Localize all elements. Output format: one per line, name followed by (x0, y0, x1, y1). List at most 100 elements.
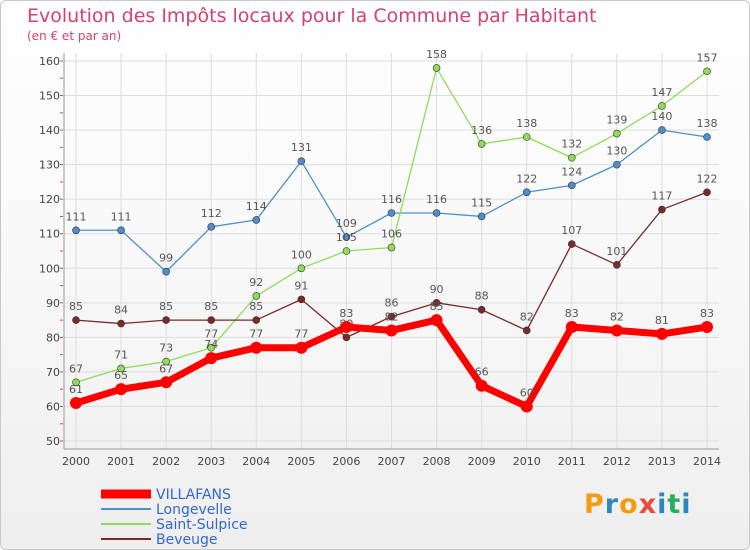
data-point (432, 209, 441, 217)
data-point (432, 299, 441, 307)
data-point (565, 321, 578, 333)
data-label: 83 (700, 307, 714, 320)
data-label: 157 (697, 51, 718, 64)
data-point (613, 129, 621, 138)
data-label: 77 (294, 328, 308, 341)
data-point (430, 314, 443, 327)
y-tick-label: 130 (39, 159, 60, 172)
data-label: 116 (426, 193, 447, 206)
data-point (703, 133, 711, 141)
data-point (295, 341, 308, 354)
data-point (117, 364, 125, 373)
legend-label: VILLAFANS (156, 487, 231, 503)
x-tick-label: 2011 (558, 455, 586, 468)
chart-title: Evolution des Impôts locaux pour la Comm… (27, 5, 597, 27)
data-label: 66 (475, 366, 489, 379)
x-tick-label: 2006 (332, 455, 360, 468)
data-label: 158 (426, 48, 447, 61)
data-point (117, 319, 125, 328)
data-point (658, 126, 666, 134)
data-label: 85 (69, 300, 83, 313)
data-label: 147 (651, 86, 672, 99)
data-point (342, 247, 351, 255)
data-label: 109 (336, 217, 357, 230)
y-tick-label: 150 (39, 90, 60, 103)
data-point (297, 264, 306, 273)
x-tick-label: 2001 (107, 455, 135, 468)
x-tick-label: 2008 (423, 455, 451, 468)
data-label: 107 (561, 224, 582, 237)
data-point (703, 67, 711, 76)
data-point (162, 267, 170, 276)
data-point (205, 352, 218, 365)
data-label: 67 (69, 362, 83, 375)
data-label: 99 (159, 252, 173, 265)
data-point (385, 324, 398, 337)
data-label: 77 (204, 328, 218, 341)
y-tick-label: 70 (46, 366, 60, 379)
data-label: 67 (159, 362, 173, 375)
data-point (342, 233, 351, 241)
y-tick-label: 110 (39, 228, 60, 241)
data-point (613, 261, 621, 269)
data-point (387, 243, 396, 252)
data-label: 85 (204, 300, 218, 313)
data-label: 86 (385, 297, 399, 310)
data-label: 85 (159, 300, 173, 313)
data-point (522, 188, 531, 197)
data-label: 105 (336, 231, 357, 244)
data-label: 84 (114, 304, 128, 317)
chart-subtitle: (en € et par an) (27, 29, 122, 43)
data-label: 116 (381, 193, 402, 206)
y-tick-label: 140 (39, 124, 60, 137)
data-point (252, 292, 261, 300)
data-point (250, 341, 263, 354)
data-label: 90 (430, 283, 444, 296)
data-label: 139 (606, 114, 627, 127)
data-point (207, 316, 216, 324)
data-point (252, 216, 261, 224)
data-label: 81 (655, 314, 669, 327)
data-point (477, 305, 486, 314)
series-saint-sulpice: 67 71 73 77 92 100 105 106 158 136 138 132 139 147 157 (69, 48, 718, 387)
x-tick-label: 2014 (693, 455, 721, 468)
x-tick-label: 2002 (152, 455, 180, 468)
data-label: 73 (159, 342, 173, 355)
data-label: 138 (516, 117, 537, 130)
data-point (477, 140, 486, 148)
data-point (703, 188, 711, 197)
y-tick-label: 160 (39, 55, 60, 68)
data-point (72, 226, 80, 235)
data-point (658, 205, 666, 214)
data-point (72, 316, 80, 324)
y-tick-label: 80 (46, 331, 60, 344)
series-beveuge: 8584858585918086908882107101117122 (69, 172, 718, 342)
data-point (72, 378, 80, 387)
series-longevelle: 111 111 99 112 114 131 109 116 116 115 122 124 130 14… (66, 110, 718, 276)
y-tick-label: 50 (46, 435, 60, 448)
data-label: 122 (697, 172, 718, 185)
data-point (297, 157, 306, 165)
data-label: 77 (249, 328, 263, 341)
data-label: 115 (471, 196, 492, 209)
data-label: 132 (561, 138, 582, 151)
x-tick-label: 2000 (62, 455, 90, 468)
x-tick-label: 2013 (648, 455, 676, 468)
data-point (701, 321, 713, 333)
x-tick-label: 2010 (513, 455, 541, 468)
data-label: 83 (339, 307, 353, 320)
data-label: 112 (201, 207, 222, 220)
data-point (340, 321, 353, 333)
data-label: 106 (381, 228, 402, 241)
x-tick-label: 2012 (603, 455, 631, 468)
data-point (432, 64, 441, 72)
data-point (610, 324, 623, 337)
data-point (655, 327, 668, 340)
data-point (160, 376, 173, 389)
data-label: 82 (610, 310, 624, 323)
x-tick-label: 2005 (287, 455, 315, 468)
data-label: 100 (291, 248, 312, 261)
